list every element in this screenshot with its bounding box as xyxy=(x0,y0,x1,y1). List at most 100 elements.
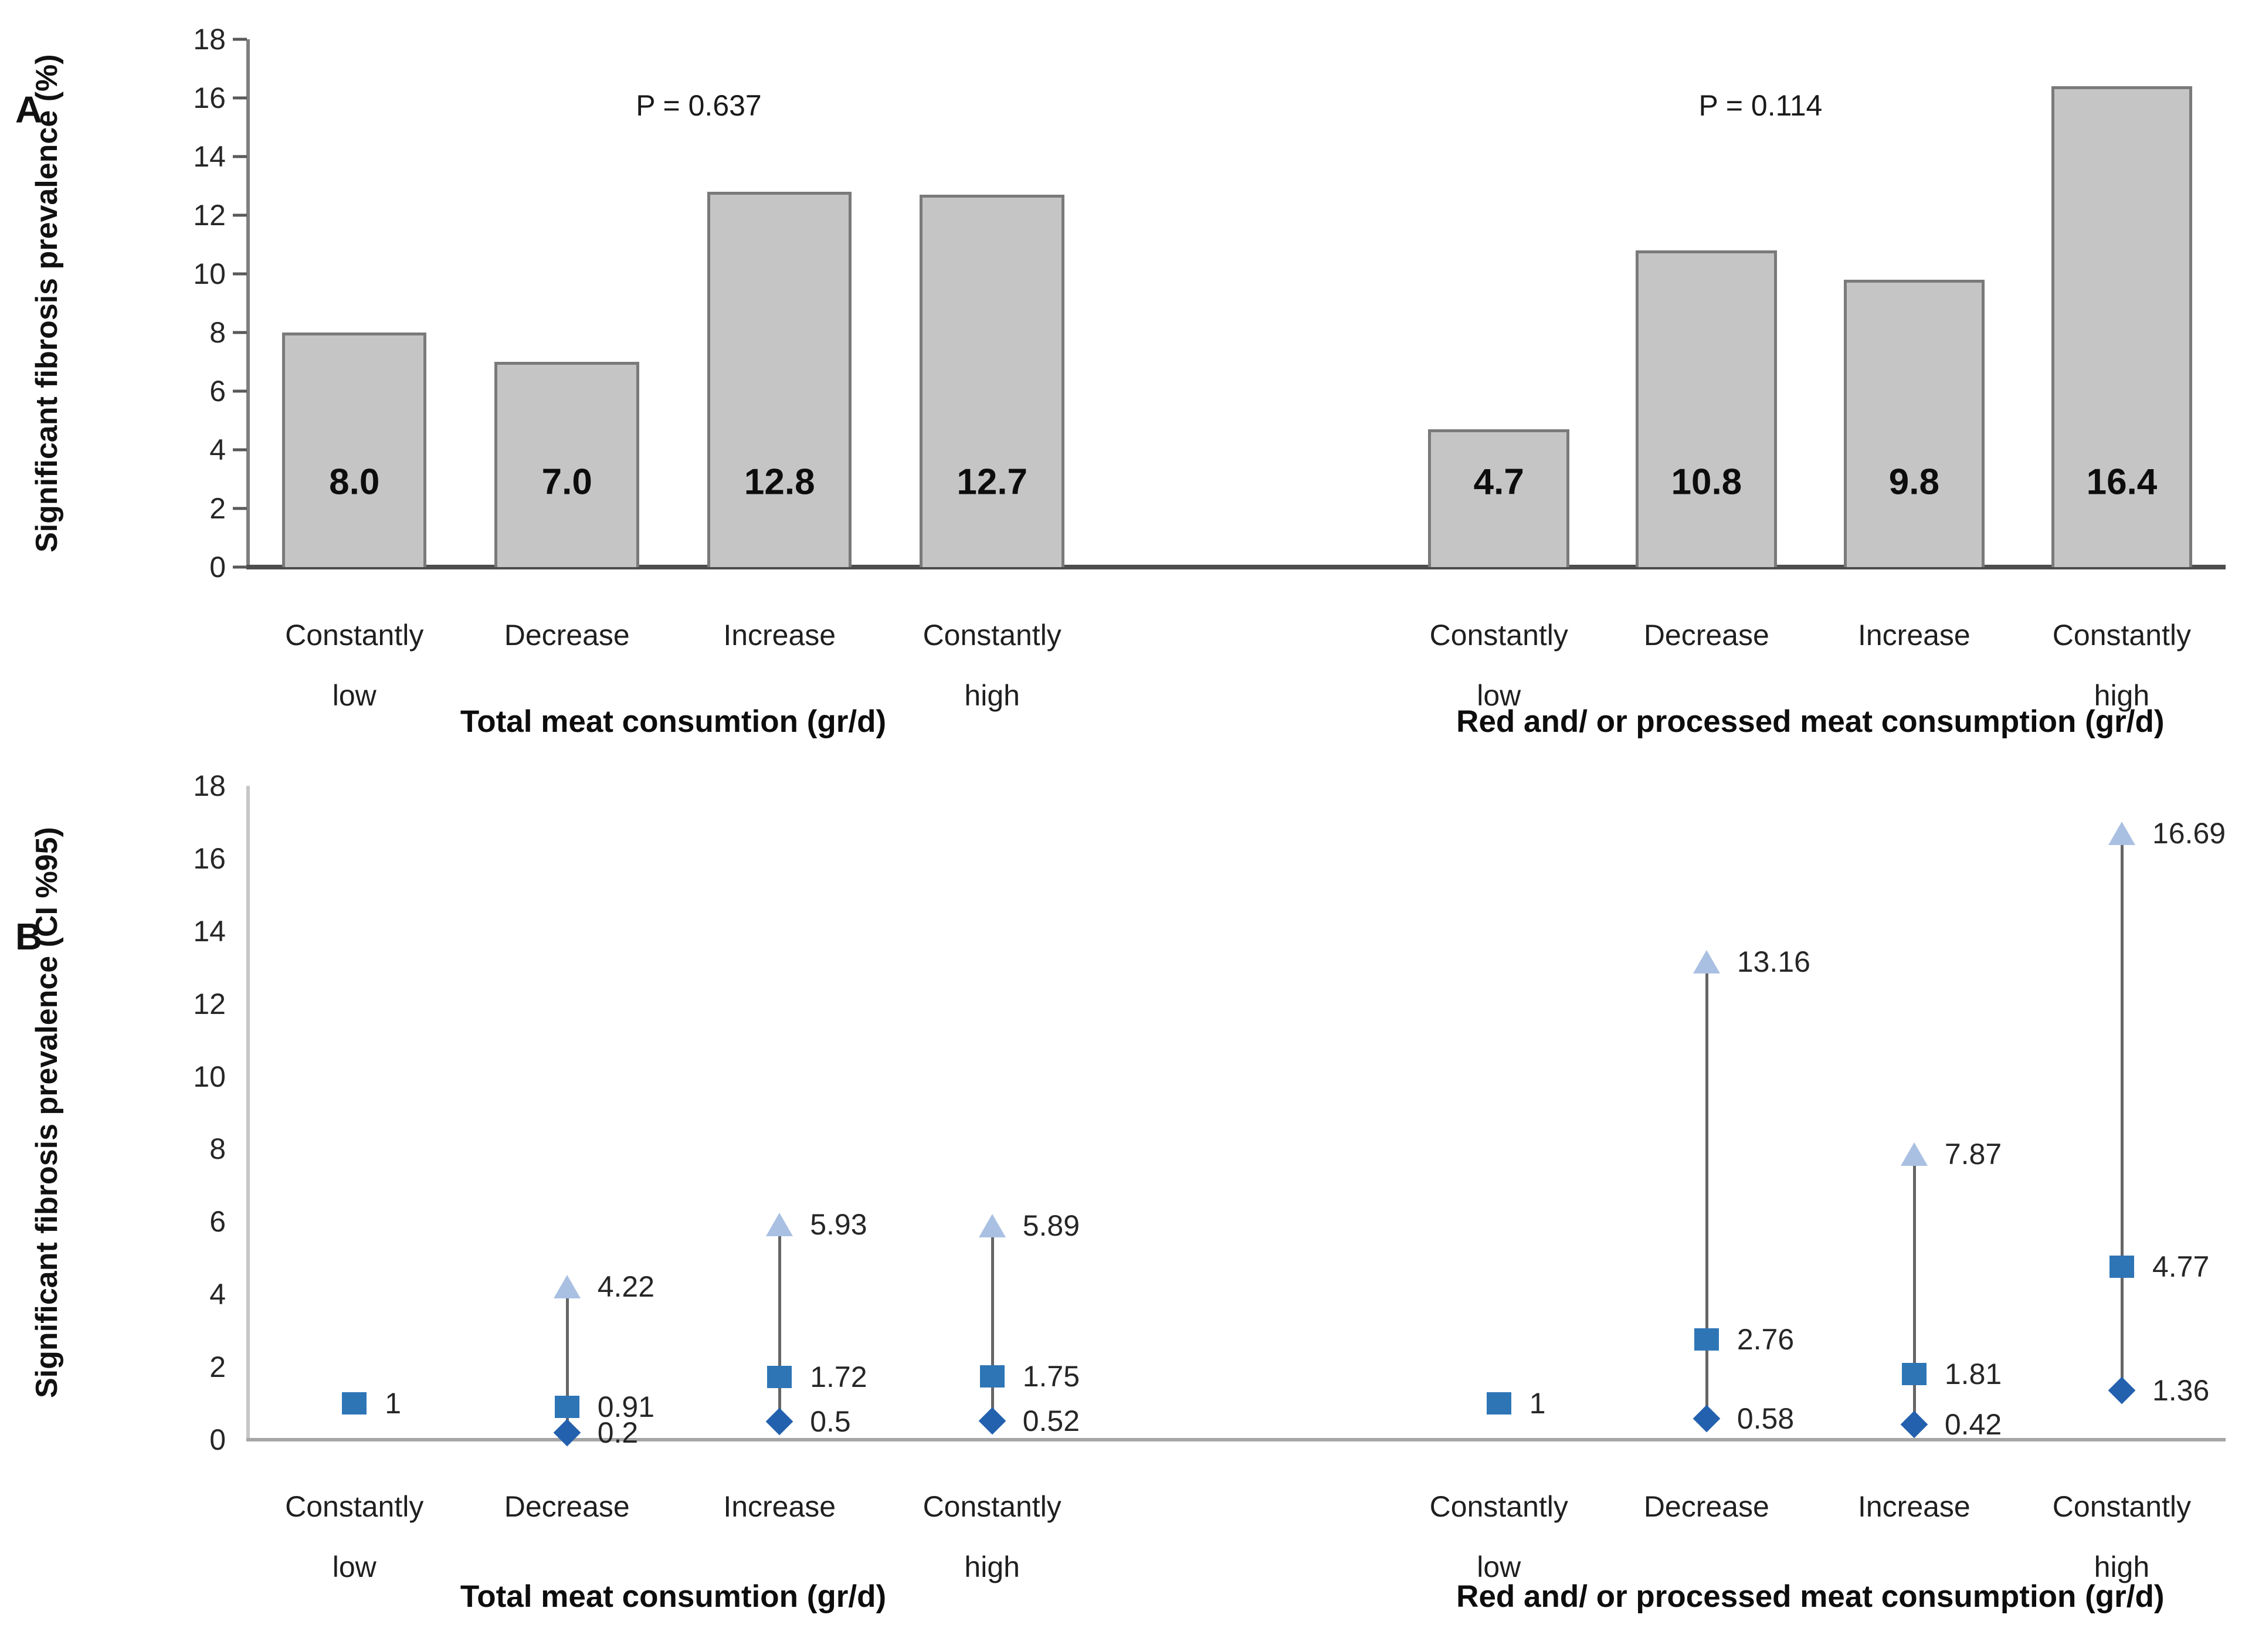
ci-point-label: 1.72 xyxy=(810,1361,867,1394)
panel-B-categories-total-meat: Constantly low Decrease Increase Constantly… xyxy=(248,1477,1098,1597)
bar-value-label: 8.0 xyxy=(329,462,380,503)
panel-B-y-axis-ticks: 0 2 4 6 8 10 12 14 16 18 xyxy=(18,769,226,1456)
y-tick-label: 6 xyxy=(209,375,226,408)
y-tick-label: 14 xyxy=(193,914,226,948)
ci-upper-triangle-icon xyxy=(978,1214,1006,1238)
y-tick-label: 0 xyxy=(209,1423,226,1456)
data-slot: 5.93 0.5 1.72 xyxy=(673,786,886,1440)
x-axis-title-red-processed-meat: Red and/ or processed meat consumption (… xyxy=(1456,1579,2165,1614)
ci-point-square-icon xyxy=(1486,1392,1511,1415)
y-tick-label: 16 xyxy=(193,82,226,114)
bar-value-label: 10.8 xyxy=(1671,462,1742,503)
y-tick-mark xyxy=(233,272,247,276)
ci-point-square-icon xyxy=(767,1366,792,1389)
ci-lower-diamond-icon xyxy=(978,1407,1006,1435)
panel-B-label: B xyxy=(15,915,43,958)
x-axis-title-total-meat: Total meat consumtion (gr/d) xyxy=(460,1579,887,1614)
y-tick-label: 8 xyxy=(209,316,226,349)
y-tick-label: 12 xyxy=(193,987,226,1020)
category-label: Increase xyxy=(1857,619,1970,652)
bar xyxy=(282,333,427,567)
ci-upper-bound-label: 16.69 xyxy=(2152,817,2226,850)
y-tick-mark xyxy=(233,331,247,334)
ci-point-label: 1 xyxy=(1529,1387,1546,1420)
ci-lower-bound-label: 1.36 xyxy=(2152,1373,2210,1407)
y-tick-mark xyxy=(233,507,247,510)
data-slot: 16.4 xyxy=(2018,39,2226,567)
ci-point-square-icon xyxy=(342,1392,367,1415)
y-tick-label: 2 xyxy=(209,1351,226,1384)
data-slot: 12.7 xyxy=(886,39,1098,567)
ci-lower-diamond-icon xyxy=(1900,1410,1928,1439)
panel-B-plot-area: 1 4.22 0.2 0.91 5.93 0.5 1.72 5.89 0.52 1.75 1 13.… xyxy=(246,786,2226,1449)
category-label: Increase xyxy=(723,619,836,652)
category-label: Increase xyxy=(723,1490,836,1523)
ci-lower-diamond-icon xyxy=(1693,1405,1721,1433)
category-label: Constantly low xyxy=(285,1490,424,1583)
ci-point-label: 0.91 xyxy=(597,1390,655,1423)
category-label: Constantly high xyxy=(922,619,1061,712)
panel-A-category-row: Constantly low Decrease Increase Constantly… xyxy=(248,605,2226,740)
y-tick-label: 8 xyxy=(209,1132,226,1166)
panel-B: B Significant fibrosis prevalence (CI %9… xyxy=(0,769,2252,1652)
y-tick-mark xyxy=(233,38,247,41)
ci-point-label: 4.77 xyxy=(2152,1250,2210,1283)
y-tick-label: 10 xyxy=(193,257,226,290)
bar xyxy=(1428,429,1570,567)
ci-line xyxy=(565,1286,569,1433)
ci-point-square-icon xyxy=(554,1395,579,1418)
y-tick-mark xyxy=(233,213,247,217)
y-tick-label: 12 xyxy=(193,199,226,232)
y-tick-label: 10 xyxy=(193,1060,226,1093)
y-tick-mark xyxy=(233,155,247,158)
ci-point-square-icon xyxy=(2109,1255,2134,1278)
ci-upper-bound-label: 7.87 xyxy=(1944,1137,2002,1171)
ci-point-label: 1.75 xyxy=(1022,1359,1080,1393)
panel-A-y-axis-ticks: 0 2 4 6 8 10 12 14 16 18 xyxy=(18,23,226,584)
y-tick-mark xyxy=(233,389,247,393)
bar xyxy=(2051,86,2193,567)
ci-lower-diamond-icon xyxy=(553,1419,581,1446)
data-slot: 1 xyxy=(1395,786,1603,1440)
data-slot: 9.8 xyxy=(1810,39,2018,567)
data-slot: 13.16 0.58 2.76 xyxy=(1603,786,1810,1440)
data-slot: 10.8 xyxy=(1603,39,1810,567)
ci-line xyxy=(1705,961,1708,1419)
data-slot: 16.69 1.36 4.77 xyxy=(2018,786,2226,1440)
ci-lower-diamond-icon xyxy=(765,1407,793,1436)
panel-A-group-red-processed-meat: P = 0.114 4.7 10.8 9.8 16.4 xyxy=(1395,39,2226,567)
panel-A-x-axis-line xyxy=(246,565,2226,569)
bar xyxy=(1843,280,1985,567)
ci-upper-triangle-icon xyxy=(1693,949,1720,973)
ci-upper-triangle-icon xyxy=(1900,1142,1928,1166)
y-tick-label: 4 xyxy=(209,1278,226,1311)
ci-line xyxy=(1912,1154,1916,1424)
data-slot: 7.87 0.42 1.81 xyxy=(1810,786,2018,1441)
ci-lower-bound-label: 0.52 xyxy=(1022,1404,1080,1437)
ci-lower-bound-label: 0.2 xyxy=(597,1416,639,1449)
panel-B-categories-red-processed-meat: Constantly low Decrease Increase Constantly… xyxy=(1395,1477,2226,1597)
x-axis-title-total-meat: Total meat consumtion (gr/d) xyxy=(460,704,887,739)
ci-lower-bound-label: 0.42 xyxy=(1944,1407,2002,1441)
p-value-label-red-processed-meat: P = 0.114 xyxy=(1698,89,1823,122)
data-slot: 4.22 0.2 0.91 xyxy=(460,786,673,1449)
category-label: Decrease xyxy=(504,1490,630,1523)
bar-value-label: 9.8 xyxy=(1888,462,1939,503)
category-label: Constantly high xyxy=(922,1490,1061,1583)
panel-A-y-axis-line xyxy=(246,39,250,569)
panel-A-label: A xyxy=(15,89,43,131)
data-slot: 5.89 0.52 1.75 xyxy=(886,786,1098,1440)
panel-B-y-axis-line xyxy=(246,786,250,1441)
ci-upper-bound-label: 5.89 xyxy=(1022,1209,1080,1243)
category-label: Constantly low xyxy=(285,619,424,712)
category-label: Decrease xyxy=(1643,619,1769,652)
bar-value-label: 12.7 xyxy=(957,462,1028,503)
y-tick-mark xyxy=(233,96,247,100)
ci-upper-triangle-icon xyxy=(553,1274,581,1298)
bar xyxy=(494,362,639,567)
y-tick-label: 16 xyxy=(193,842,226,875)
ci-lower-bound-label: 0.5 xyxy=(810,1405,851,1439)
data-slot: 12.8 xyxy=(673,39,886,567)
